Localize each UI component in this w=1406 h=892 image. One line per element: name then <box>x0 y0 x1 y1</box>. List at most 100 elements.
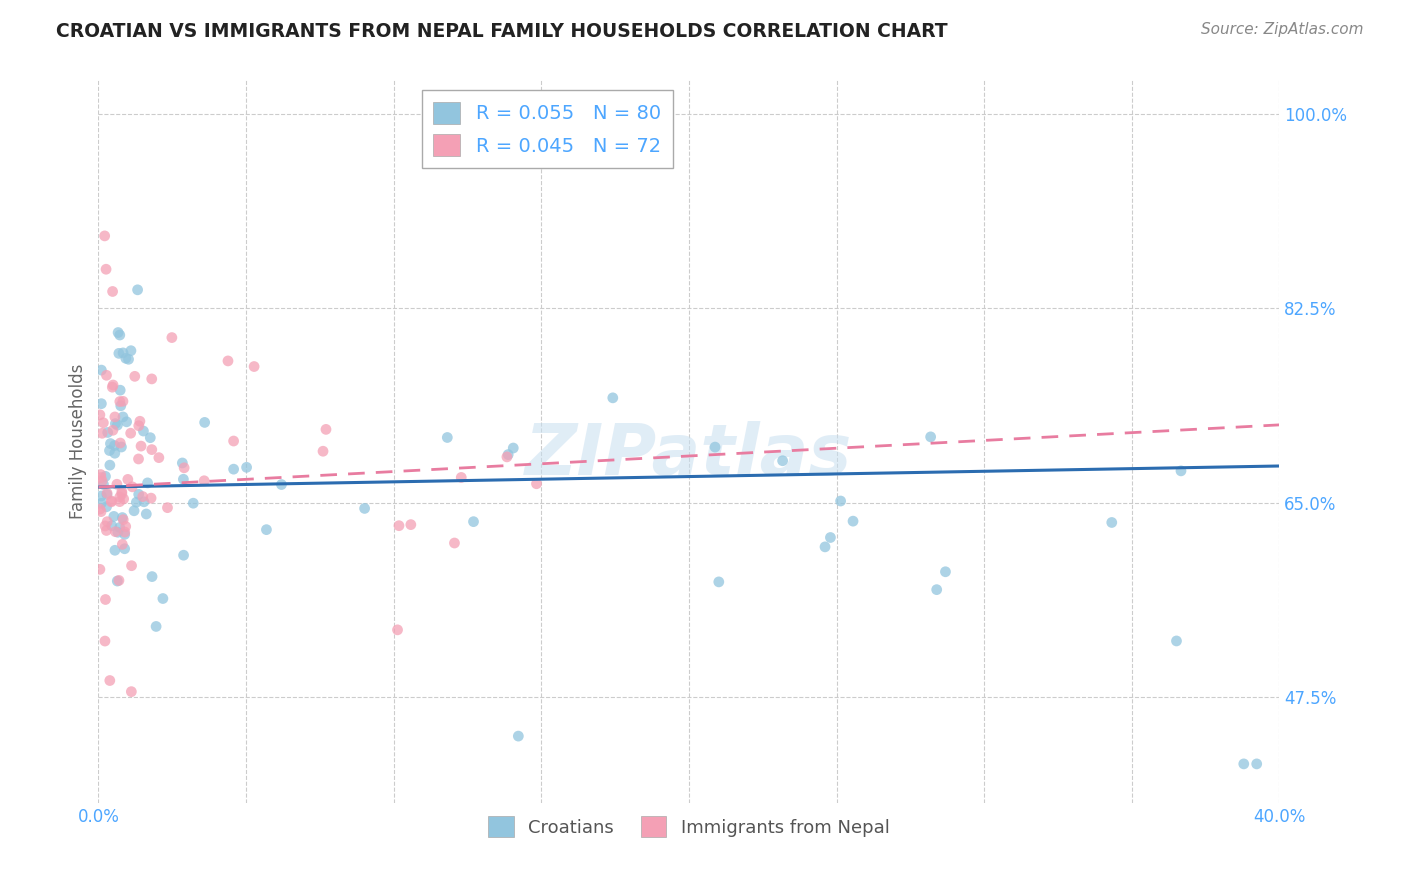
Point <box>139 491 162 505</box>
Point <box>235 460 257 475</box>
Text: CROATIAN VS IMMIGRANTS FROM NEPAL FAMILY HOUSEHOLDS CORRELATION CHART: CROATIAN VS IMMIGRANTS FROM NEPAL FAMILY… <box>56 22 948 41</box>
Point <box>90 489 112 503</box>
Point <box>1233 756 1256 771</box>
Point <box>90 505 112 519</box>
Point <box>108 346 131 360</box>
Point <box>920 430 942 444</box>
Point <box>388 518 411 533</box>
Point <box>111 510 134 524</box>
Point <box>152 591 174 606</box>
Point <box>132 424 155 438</box>
Point <box>222 462 245 476</box>
Point <box>98 443 121 458</box>
Point <box>94 469 117 483</box>
Point <box>128 418 150 433</box>
Point <box>108 490 131 504</box>
Point <box>107 326 129 340</box>
Point <box>814 540 837 554</box>
Point <box>104 446 127 460</box>
Point <box>353 501 375 516</box>
Point <box>114 519 136 533</box>
Point <box>934 565 956 579</box>
Point <box>129 414 152 428</box>
Point <box>1170 464 1192 478</box>
Point <box>94 519 117 533</box>
Point <box>141 442 163 457</box>
Point <box>96 515 118 529</box>
Point <box>114 524 136 539</box>
Point <box>148 450 170 465</box>
Point <box>111 487 134 501</box>
Point <box>125 495 148 509</box>
Point <box>104 543 127 558</box>
Point <box>90 397 112 411</box>
Point <box>111 409 134 424</box>
Point <box>160 330 183 344</box>
Point <box>98 458 121 472</box>
Point <box>100 494 122 508</box>
Point <box>112 346 135 360</box>
Point <box>96 524 118 538</box>
Point <box>772 454 794 468</box>
Point <box>108 574 131 588</box>
Point <box>122 504 145 518</box>
Point <box>114 541 136 556</box>
Point <box>93 477 115 491</box>
Point <box>842 514 865 528</box>
Point <box>108 394 131 409</box>
Point <box>243 359 266 374</box>
Point <box>104 409 127 424</box>
Point <box>94 592 117 607</box>
Point <box>496 448 519 462</box>
Point <box>128 487 150 501</box>
Point <box>121 558 143 573</box>
Point <box>100 495 122 509</box>
Point <box>127 283 149 297</box>
Point <box>107 525 129 540</box>
Point <box>387 623 409 637</box>
Point <box>121 480 143 494</box>
Point <box>830 494 852 508</box>
Point <box>172 456 194 470</box>
Point <box>111 394 134 409</box>
Point <box>1101 516 1123 530</box>
Point <box>136 475 159 490</box>
Point <box>602 391 624 405</box>
Point <box>89 408 111 422</box>
Point <box>108 520 131 534</box>
Point <box>90 363 112 377</box>
Point <box>1166 634 1188 648</box>
Point <box>128 452 150 467</box>
Point <box>139 431 162 445</box>
Point <box>132 495 155 509</box>
Point <box>141 372 163 386</box>
Point <box>312 444 335 458</box>
Point <box>91 474 114 488</box>
Point <box>508 729 530 743</box>
Point <box>110 440 132 454</box>
Point <box>101 423 124 437</box>
Text: Source: ZipAtlas.com: Source: ZipAtlas.com <box>1201 22 1364 37</box>
Point <box>135 507 157 521</box>
Point <box>120 343 142 358</box>
Point <box>94 634 117 648</box>
Point <box>91 416 114 430</box>
Point <box>194 416 217 430</box>
Point <box>105 477 128 491</box>
Point <box>173 460 195 475</box>
Point <box>101 380 124 394</box>
Point <box>120 426 142 441</box>
Point <box>502 441 524 455</box>
Point <box>107 418 129 433</box>
Point <box>108 328 131 343</box>
Y-axis label: Family Households: Family Households <box>69 364 87 519</box>
Point <box>89 502 111 516</box>
Point <box>145 619 167 633</box>
Point <box>315 422 337 436</box>
Point <box>93 228 115 243</box>
Point <box>100 436 122 450</box>
Point <box>104 417 127 431</box>
Point <box>90 467 112 482</box>
Point <box>704 440 727 454</box>
Point <box>124 369 146 384</box>
